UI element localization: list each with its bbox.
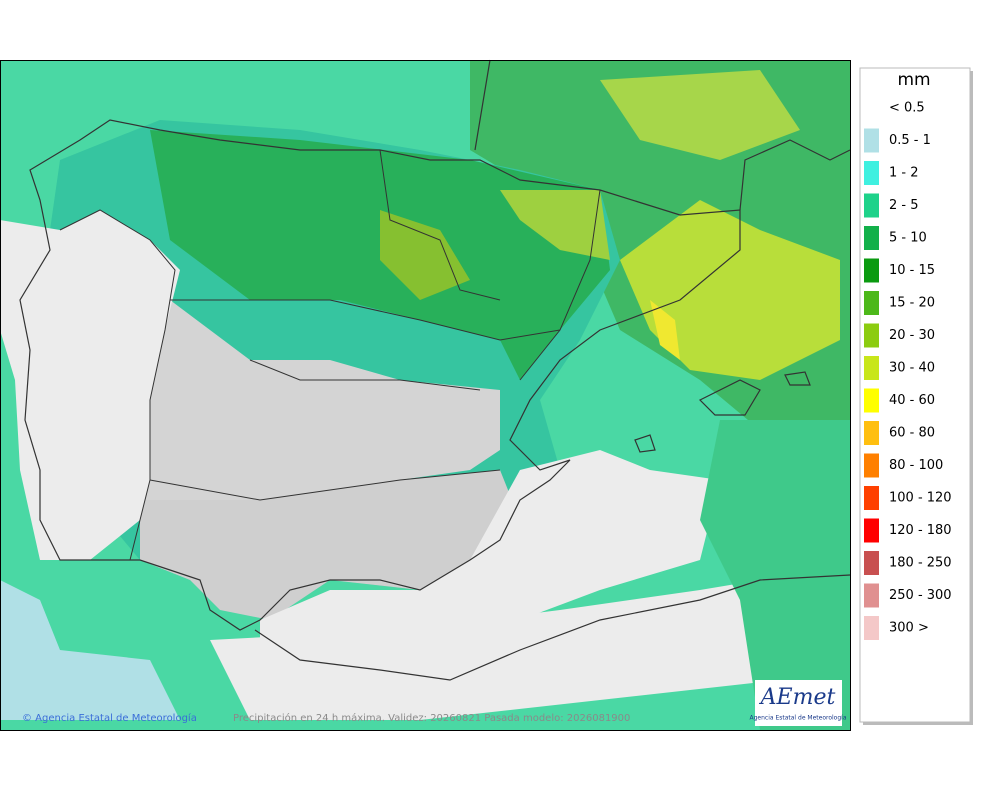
france-coast (739, 139, 851, 211)
ibiza (634, 434, 656, 453)
legend-label: 100 - 120 (889, 491, 952, 506)
legend-label: 0.5 - 1 (889, 133, 931, 148)
legend-swatch (864, 128, 879, 153)
dry-field (140, 300, 500, 520)
sea-dry (260, 450, 720, 690)
portugal-dry (0, 210, 180, 560)
legend-label: 30 - 40 (889, 361, 935, 376)
portugal-border (59, 209, 176, 561)
mallorca (698, 379, 761, 416)
legend-swatch (864, 258, 879, 283)
legend-label: 180 - 250 (889, 556, 952, 571)
legend-label: 1 - 2 (889, 166, 919, 181)
legend-label: 10 - 15 (889, 263, 935, 278)
legend-swatch (864, 161, 879, 185)
legend-label: 5 - 10 (889, 231, 927, 246)
legend-label: < 0.5 (889, 101, 925, 116)
legend-swatch (864, 388, 879, 413)
africa-dry (210, 580, 780, 720)
legend-label: 15 - 20 (889, 296, 935, 311)
legend-swatch (864, 518, 879, 543)
legend-swatch (864, 486, 879, 510)
credit: © Agencia Estatal de Meteorología (22, 712, 197, 724)
legend-label: 2 - 5 (889, 198, 919, 213)
region-border (249, 359, 481, 391)
logo-box (755, 680, 842, 726)
menorca (784, 371, 811, 386)
legend-swatch (864, 583, 879, 608)
precip-field (500, 190, 610, 260)
france-coast (474, 59, 491, 151)
precip-field (650, 300, 680, 360)
precip-field (380, 210, 470, 300)
legend-swatch (864, 551, 879, 575)
legend-label: 20 - 30 (889, 328, 935, 343)
precip-field (700, 420, 850, 730)
legend-swatch (864, 323, 879, 348)
iberia-coast (19, 119, 741, 631)
dry-field (140, 470, 520, 620)
legend: mm < 0.5 0.5 - 1 1 - 2 2 - 5 5 - 10 10 - 15 15… (859, 67, 973, 725)
region-border (149, 469, 501, 501)
precip-field (600, 70, 800, 160)
caption: Precipitación en 24 h máxima. Validez: 2… (233, 712, 630, 724)
legend-swatch (864, 616, 879, 640)
region-border (170, 299, 561, 341)
legend-swatch (864, 193, 879, 218)
logo-name: AEmet (759, 685, 836, 710)
borders (59, 149, 601, 561)
logo-subtitle: Agencia Estatal de Meteorología (750, 715, 847, 722)
legend-swatch (864, 356, 879, 380)
legend-title: mm (897, 70, 930, 90)
legend-label: 120 - 180 (889, 523, 952, 538)
coastline (19, 59, 851, 681)
legend-label: 300 > (889, 621, 929, 636)
africa-coast (254, 574, 851, 681)
legend-swatch (864, 291, 879, 315)
legend-swatch (864, 421, 879, 445)
legend-label: 250 - 300 (889, 588, 952, 603)
region-border (519, 189, 601, 381)
map-frame (0, 60, 851, 731)
legend-swatch (864, 453, 879, 478)
legend-label: 80 - 100 (889, 458, 943, 473)
precip-field (0, 580, 180, 720)
legend-label: 40 - 60 (889, 393, 935, 408)
map (0, 59, 851, 731)
legend-label: 60 - 80 (889, 426, 935, 441)
legend-swatch (864, 226, 879, 250)
region-border (379, 149, 501, 301)
